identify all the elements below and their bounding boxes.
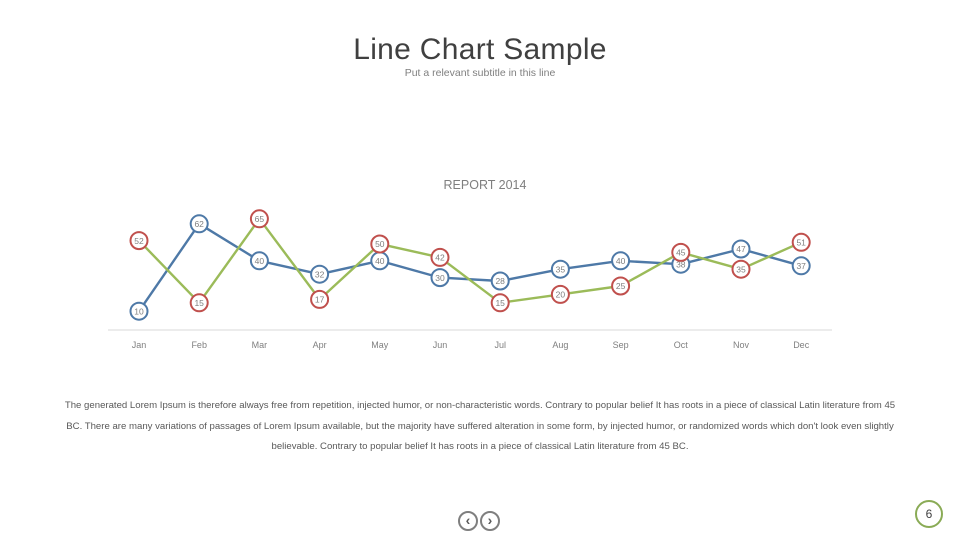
series-1-data-label: 30: [435, 273, 445, 283]
series-lines: [138, 217, 802, 312]
series-1-data-label: 35: [556, 264, 566, 274]
series-2-point-may: [370, 234, 390, 254]
series-1-point-jan: [129, 301, 149, 321]
chevron-left-icon[interactable]: ‹: [458, 511, 478, 531]
series-2-point-nov: [731, 259, 751, 279]
series-2-point-oct: [671, 242, 691, 262]
series-1-data-label: 10: [134, 306, 144, 316]
page-number-badge: 6: [915, 500, 943, 528]
series-2-point-jun: [430, 247, 450, 267]
body-paragraph: The generated Lorem Ipsum is therefore a…: [64, 400, 896, 452]
chart-title: REPORT 2014: [444, 178, 527, 192]
x-tick-label: Nov: [733, 340, 750, 350]
series-1-point-mar: [249, 251, 269, 271]
series-2-point-aug: [550, 284, 570, 304]
series-2-data-label: 45: [676, 248, 686, 258]
series-1-data-label: 47: [736, 244, 746, 254]
x-tick-label: Jan: [132, 340, 147, 350]
page-subtitle: Put a relevant subtitle in this line: [404, 67, 556, 79]
series-1-data-label: 62: [194, 219, 204, 229]
series-2-data-label: 35: [736, 264, 746, 274]
x-tick-label: Jun: [433, 340, 448, 350]
series-2-point-mar: [249, 209, 269, 229]
series-2-data-label: 15: [495, 298, 505, 308]
series-2-data-label: 52: [134, 236, 144, 246]
series-1-data-label: 40: [616, 256, 626, 266]
series-1-data-label: 37: [796, 261, 806, 271]
data-markers: 10 62 40 32 40 30 28 35 40 38 47 37 52 15 65 17 50 42 15 20…: [129, 209, 811, 321]
series-2-point-jul: [490, 293, 510, 313]
series-2-point-apr: [310, 289, 330, 309]
x-tick-label: Apr: [313, 340, 327, 350]
x-tick-label: Aug: [552, 340, 568, 350]
series-1-data-label: 28: [495, 276, 505, 286]
x-tick-label: Dec: [793, 340, 810, 350]
series-1-point-aug: [550, 259, 570, 279]
series-1-point-nov: [731, 239, 751, 259]
series-1-data-label: 32: [315, 269, 325, 279]
series-2-point-feb: [189, 293, 209, 313]
series-1-point-dec: [791, 256, 811, 276]
series-1-point-jul: [490, 271, 510, 291]
series-2-line: [138, 217, 802, 304]
series-1-data-label: 40: [255, 256, 265, 266]
series-2-data-label: 17: [315, 295, 325, 305]
series-2-data-label: 51: [796, 238, 806, 248]
line-chart: REPORT 2014 10 62 40 32 40 30 28 35 40 38 47 37 52 15…: [108, 178, 832, 350]
series-1-data-label: 40: [375, 256, 385, 266]
series-2-data-label: 20: [556, 290, 566, 300]
series-2-data-label: 50: [375, 239, 385, 249]
chevron-right-icon[interactable]: ›: [480, 511, 500, 531]
series-1-point-feb: [189, 214, 209, 234]
series-2-data-label: 15: [194, 298, 204, 308]
series-2-point-sep: [611, 276, 631, 296]
series-1-data-label: 38: [676, 259, 686, 269]
series-2-data-label: 25: [616, 281, 626, 291]
series-2-data-label: 42: [435, 253, 445, 263]
series-2-data-label: 65: [255, 214, 265, 224]
series-1-line: [138, 222, 802, 312]
series-2-point-dec: [791, 232, 811, 252]
page-title: Line Chart Sample: [353, 33, 607, 66]
x-tick-label: May: [371, 340, 389, 350]
x-tick-label: Feb: [191, 340, 207, 350]
x-tick-label: Jul: [494, 340, 506, 350]
slide-navigation: ‹ ›: [458, 511, 502, 531]
series-1-point-apr: [310, 264, 330, 284]
x-tick-label: Mar: [252, 340, 268, 350]
x-tick-labels: Jan Feb Mar Apr May Jun Jul Aug Sep Oct Nov Dec: [132, 340, 810, 350]
series-1-point-jun: [430, 268, 450, 288]
x-tick-label: Sep: [613, 340, 629, 350]
series-1-point-sep: [611, 251, 631, 271]
x-tick-label: Oct: [674, 340, 689, 350]
series-2-point-jan: [129, 231, 149, 251]
